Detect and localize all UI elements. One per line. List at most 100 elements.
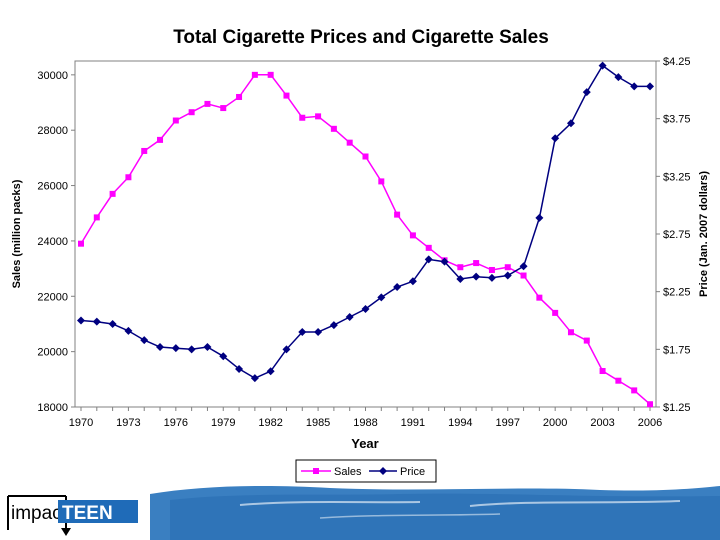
sales-point-1986	[330, 125, 337, 132]
sales-point-2003	[599, 368, 606, 375]
y-tick-label: 20000	[37, 347, 68, 359]
sales-point-1981	[251, 71, 258, 78]
price-series-line	[80, 64, 650, 380]
price-point-1991	[408, 277, 417, 286]
price-point-1984	[298, 328, 307, 337]
y2-tick-label: $2.75	[663, 229, 691, 241]
y2-tick-label: $2.25	[663, 287, 691, 299]
price-point-1993	[440, 257, 449, 266]
price-point-1995	[472, 272, 481, 281]
price-point-1979	[219, 352, 228, 361]
legend-price-marker	[379, 467, 387, 475]
x-tick-label: 1976	[164, 417, 188, 429]
price-point-2002	[582, 88, 591, 97]
y-tick-label: 24000	[37, 236, 68, 248]
sales-point-1983	[283, 92, 290, 99]
y-tick-label: 18000	[37, 402, 68, 414]
price-point-1989	[377, 293, 386, 302]
y-tick-label: 30000	[37, 70, 68, 82]
sales-point-1973	[125, 174, 132, 181]
sales-point-1998	[520, 272, 527, 279]
logo-text-right: TEEN	[62, 503, 113, 524]
y-axis-label: Sales (million packs)	[11, 179, 23, 288]
logo-teen-box	[58, 500, 138, 523]
price-point-1980	[235, 364, 244, 373]
sales-point-1992	[425, 244, 432, 251]
price-point-2001	[566, 119, 575, 128]
sales-point-2004	[615, 377, 622, 384]
price-point-1981	[250, 374, 259, 383]
price-point-2000	[551, 134, 560, 143]
price-point-1972	[108, 319, 117, 328]
legend-sales-label: Sales	[334, 466, 362, 478]
sales-series-line	[80, 74, 651, 405]
x-tick-label: 1985	[306, 417, 330, 429]
x-tick-label: 1997	[496, 417, 520, 429]
sales-point-1985	[315, 113, 322, 120]
x-tick-label: 1994	[448, 417, 472, 429]
x-tick-label: 2003	[590, 417, 614, 429]
price-point-1994	[456, 274, 465, 283]
legend-sales-marker	[313, 468, 319, 474]
sales-point-2000	[552, 309, 559, 316]
sales-point-1996	[488, 266, 495, 273]
x-tick-label: 1982	[258, 417, 282, 429]
sales-point-1975	[157, 136, 164, 143]
x-tick-label: 2006	[638, 417, 662, 429]
sales-point-2005	[631, 387, 638, 394]
chart-title: Total Cigarette Prices and Cigarette Sal…	[173, 27, 549, 48]
sales-point-1982	[267, 71, 274, 78]
sales-point-1979	[220, 105, 227, 112]
sales-point-1970	[78, 240, 84, 247]
left-y-axis: 18000 20000 22000 24000 26000 28000 30000	[37, 70, 75, 414]
y2-axis-label: Price (Jan. 2007 dollars)	[698, 171, 710, 297]
sales-point-2002	[583, 337, 590, 344]
y-tick-label: 28000	[37, 125, 68, 137]
right-y-axis: $1.25 $1.75 $2.25 $2.75 $3.25 $3.75 $4.25	[656, 56, 691, 414]
sales-point-1980	[236, 93, 243, 100]
decorative-blue-band	[150, 486, 720, 540]
legend-price-label: Price	[400, 466, 425, 478]
y2-tick-label: $4.25	[663, 56, 691, 68]
price-point-2003	[598, 61, 607, 70]
sales-point-1997	[504, 264, 511, 271]
y2-tick-label: $1.25	[663, 402, 691, 414]
price-point-1992	[424, 255, 433, 264]
price-point-2006	[646, 82, 654, 91]
sales-point-1976	[172, 117, 179, 124]
sales-point-1988	[362, 153, 369, 160]
x-axis: 1970 1973 1976 1979 1982 1985 1988 1991 1994 1997…	[69, 407, 662, 429]
price-point-1985	[314, 328, 323, 337]
price-point-1978	[203, 343, 212, 352]
x-tick-label: 1979	[211, 417, 235, 429]
y-tick-label: 26000	[37, 181, 68, 193]
price-point-1974	[140, 336, 149, 345]
sales-point-1989	[378, 178, 385, 185]
y2-tick-label: $3.75	[663, 114, 691, 126]
price-point-1971	[92, 317, 101, 326]
price-point-1990	[393, 283, 402, 292]
sales-point-1972	[109, 190, 116, 197]
legend-box	[295, 459, 437, 483]
x-tick-label: 1970	[69, 417, 93, 429]
price-point-1982	[266, 367, 275, 376]
price-point-1998	[519, 262, 528, 271]
price-point-1973	[124, 326, 133, 335]
sales-point-1990	[394, 211, 401, 218]
y2-tick-label: $3.25	[663, 171, 691, 183]
legend: Sales Price	[295, 459, 437, 483]
price-point-2004	[614, 73, 623, 82]
x-axis-label: Year	[351, 436, 378, 451]
x-tick-label: 2000	[543, 417, 567, 429]
price-point-1986	[329, 321, 338, 330]
sales-point-1991	[409, 232, 416, 239]
series-layer	[77, 61, 654, 408]
sales-point-1987	[346, 139, 353, 146]
sales-point-1974	[141, 147, 148, 154]
price-point-2005	[630, 82, 639, 91]
price-point-1970	[77, 316, 85, 325]
price-point-1999	[535, 213, 544, 222]
price-point-1976	[171, 344, 180, 353]
price-point-1987	[345, 313, 354, 322]
